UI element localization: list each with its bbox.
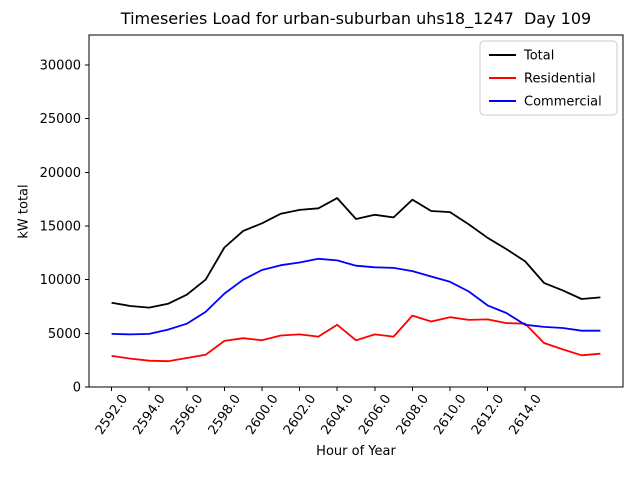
y-tick-label: 20000 [40,166,81,181]
legend-box [479,40,618,116]
x-tick-label: 2592.0 [93,392,131,438]
y-tick-label: 30000 [40,59,81,74]
legend-label-total: Total [523,49,554,64]
axes-frame [88,34,624,388]
legend-label-commercial: Commercial [524,95,602,110]
y-tick-label: 10000 [40,273,81,288]
legend-label-residential: Residential [524,72,596,87]
x-tick-label: 2606.0 [356,392,394,438]
chart-title: Timeseries Load for urban-suburban uhs18… [120,9,592,28]
x-tick-label: 2600.0 [243,392,281,438]
total-line [111,197,601,309]
x-tick-label: 2596.0 [168,392,206,438]
residential-line [111,314,601,363]
x-tick-label: 2594.0 [130,392,168,438]
y-tick-label: 0 [73,381,81,396]
y-axis-label: kW total [16,184,32,239]
y-tick-label: 5000 [48,327,81,342]
x-tick-label: 2604.0 [318,392,356,438]
x-tick-label: 2598.0 [206,392,244,438]
x-tick-label: 2610.0 [431,392,469,438]
y-tick-label: 15000 [40,220,81,235]
x-tick-label: 2602.0 [281,392,319,438]
commercial-line [111,257,601,336]
y-tick-label: 25000 [40,112,81,127]
x-tick-label: 2608.0 [394,392,432,438]
x-axis-label: Hour of Year [316,444,396,459]
x-tick-label: 2614.0 [506,392,544,438]
x-tick-label: 2612.0 [469,392,507,438]
